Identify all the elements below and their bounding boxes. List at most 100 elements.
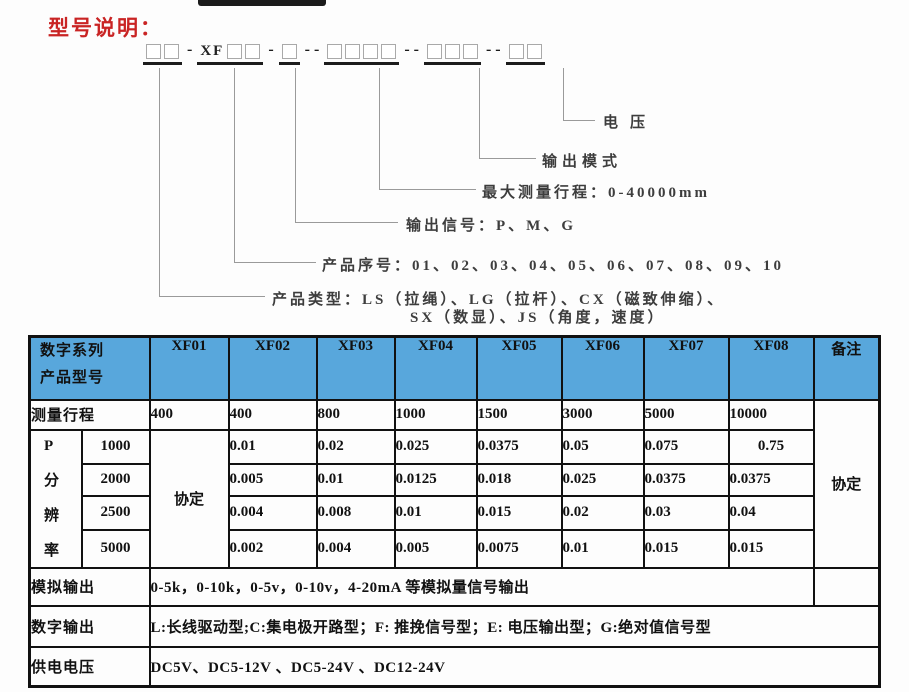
format-group-travel bbox=[324, 44, 400, 65]
leader-line-output-signal bbox=[295, 222, 398, 223]
power-supply-label: 供电电压 bbox=[28, 645, 151, 688]
callout-output-mode: 输出模式 bbox=[542, 154, 623, 170]
axis-char: P bbox=[44, 437, 54, 454]
resolution-value: 0.0375 bbox=[642, 462, 730, 497]
resolution-value: 0.75 bbox=[727, 428, 815, 465]
callout-voltage: 电压 bbox=[603, 115, 658, 131]
format-box bbox=[526, 44, 542, 59]
format-group-voltage bbox=[505, 44, 545, 65]
resolution-value: 0.008 bbox=[315, 494, 396, 531]
resolution-value: 0.005 bbox=[227, 462, 318, 497]
power-supply-value: DC5V、DC5-12V 、DC5-24V 、DC12-24V bbox=[148, 645, 881, 688]
format-box bbox=[444, 44, 460, 59]
resolution-value: 0.01 bbox=[227, 428, 318, 465]
format-prefix: XF bbox=[200, 43, 225, 59]
resolution-row: P 分 辨 率 1000 协定 0.01 0.02 0.025 0.0375 0… bbox=[28, 428, 880, 569]
resolution-xf01: 协定 bbox=[148, 428, 230, 569]
resolution-value: 0.01 bbox=[393, 494, 478, 531]
format-separator: - - bbox=[485, 41, 501, 58]
resolution-row: 2500 0.004 0.008 0.01 0.015 0.02 0.03 0.… bbox=[30, 494, 880, 531]
callout-output-signal: 输出信号：P、M、G bbox=[406, 218, 576, 234]
resolution-value: 0.015 bbox=[475, 494, 563, 531]
leader-line-voltage bbox=[563, 120, 595, 121]
leader-line-max-travel bbox=[379, 189, 476, 190]
table-header-row: 数字系列 产品型号 XF01 XF02 XF03 XF04 XF05 XF06 … bbox=[28, 335, 881, 401]
travel-value: 10000 bbox=[727, 398, 815, 431]
format-box bbox=[327, 44, 343, 59]
format-box bbox=[426, 44, 442, 59]
travel-value: 1000 bbox=[393, 398, 478, 431]
resolution-row: 5000 0.002 0.004 0.005 0.0075 0.01 0.015… bbox=[30, 528, 880, 569]
resolution-value: 0.02 bbox=[560, 494, 645, 531]
leader-line-max-travel bbox=[379, 68, 380, 189]
analog-output-label: 模拟输出 bbox=[28, 566, 151, 607]
format-box bbox=[245, 44, 261, 59]
resolution-value: 0.04 bbox=[727, 494, 815, 531]
spec-table: 数字系列 产品型号 XF01 XF02 XF03 XF04 XF05 XF06 … bbox=[28, 335, 882, 688]
format-separator: - bbox=[268, 41, 274, 58]
col-header-xf06: XF06 bbox=[560, 335, 645, 401]
resolution-value: 0.01 bbox=[560, 528, 645, 569]
col-header-xf03: XF03 bbox=[315, 335, 396, 401]
resolution-value: 0.025 bbox=[560, 462, 645, 497]
col-header-xf04: XF04 bbox=[393, 335, 478, 401]
travel-row: 测量行程 400 400 800 1000 1500 3000 5000 100… bbox=[28, 398, 881, 569]
resolution-value: 0.0375 bbox=[475, 428, 563, 465]
resolution-value: 0.01 bbox=[315, 462, 396, 497]
resolution-row: 2000 0.005 0.01 0.0125 0.018 0.025 0.037… bbox=[30, 462, 880, 497]
leader-line-output-signal bbox=[295, 68, 296, 222]
format-separator: - - bbox=[304, 41, 320, 58]
format-box bbox=[146, 44, 161, 59]
format-box bbox=[462, 44, 478, 59]
resolution-value: 0.03 bbox=[642, 494, 730, 531]
format-box bbox=[345, 44, 361, 59]
resolution-value: 0.015 bbox=[642, 528, 730, 569]
digital-output-row: 数字输出 L:长线驱动型;C:集电极开路型；F: 推挽信号型；E: 电压输出型；… bbox=[28, 604, 881, 648]
format-group-output bbox=[423, 44, 481, 65]
resolution-value: 0.02 bbox=[315, 428, 396, 465]
resolution-points: 5000 bbox=[80, 528, 151, 569]
col-header-xf05: XF05 bbox=[475, 335, 563, 401]
top-edge-artifact bbox=[198, 0, 326, 6]
resolution-value: 0.0075 bbox=[475, 528, 563, 569]
col-header-xf02: XF02 bbox=[227, 335, 318, 401]
leader-line-output-mode bbox=[479, 68, 480, 158]
travel-value: 400 bbox=[227, 398, 318, 431]
callout-product-type-line1: 产品类型：LS（拉绳）、LG（拉杆）、CX（磁致伸缩）、 bbox=[272, 292, 726, 308]
travel-value: 400 bbox=[148, 398, 230, 431]
axis-char: 率 bbox=[44, 542, 60, 559]
resolution-value: 0.05 bbox=[560, 428, 645, 465]
travel-label: 测量行程 bbox=[28, 398, 151, 431]
format-box bbox=[363, 44, 379, 59]
col-header-xf01: XF01 bbox=[148, 335, 230, 401]
resolution-value: 0.025 bbox=[393, 428, 478, 465]
callout-product-serial: 产品序号：01、02、03、04、05、06、07、08、09、10 bbox=[322, 258, 785, 274]
digital-output-value: L:长线驱动型;C:集电极开路型；F: 推挽信号型；E: 电压输出型；G:绝对值… bbox=[148, 604, 881, 648]
format-group-model: XF bbox=[197, 43, 264, 65]
format-box bbox=[164, 44, 179, 59]
leader-line-product-serial bbox=[234, 68, 235, 262]
resolution-points: 1000 bbox=[80, 428, 151, 465]
resolution-value: 0.004 bbox=[227, 494, 318, 531]
format-box bbox=[281, 44, 297, 59]
leader-line-product-type bbox=[159, 68, 160, 296]
header-label-line2: 产品型号 bbox=[40, 370, 105, 386]
resolution-value: 0.018 bbox=[475, 462, 563, 497]
digital-output-label: 数字输出 bbox=[28, 604, 151, 648]
analog-output-value: 0-5k，0-10k，0-5v，0-10v，4-20mA 等模拟量信号输出 bbox=[148, 566, 815, 607]
axis-char: 辨 bbox=[44, 507, 60, 524]
leader-line-product-serial bbox=[234, 262, 316, 263]
col-header-remark: 备注 bbox=[812, 335, 881, 401]
format-box bbox=[227, 44, 243, 59]
axis-char: 分 bbox=[44, 472, 60, 489]
leader-line-output-mode bbox=[479, 158, 536, 159]
analog-output-row: 模拟输出 0-5k，0-10k，0-5v，0-10v，4-20mA 等模拟量信号… bbox=[28, 566, 881, 607]
resolution-value: 0.004 bbox=[315, 528, 396, 569]
leader-line-product-type bbox=[159, 296, 265, 297]
header-label-line1: 数字系列 bbox=[40, 343, 105, 359]
travel-value: 5000 bbox=[642, 398, 730, 431]
format-box bbox=[381, 44, 397, 59]
resolution-value: 0.0375 bbox=[727, 462, 815, 497]
col-header-xf07: XF07 bbox=[642, 335, 730, 401]
